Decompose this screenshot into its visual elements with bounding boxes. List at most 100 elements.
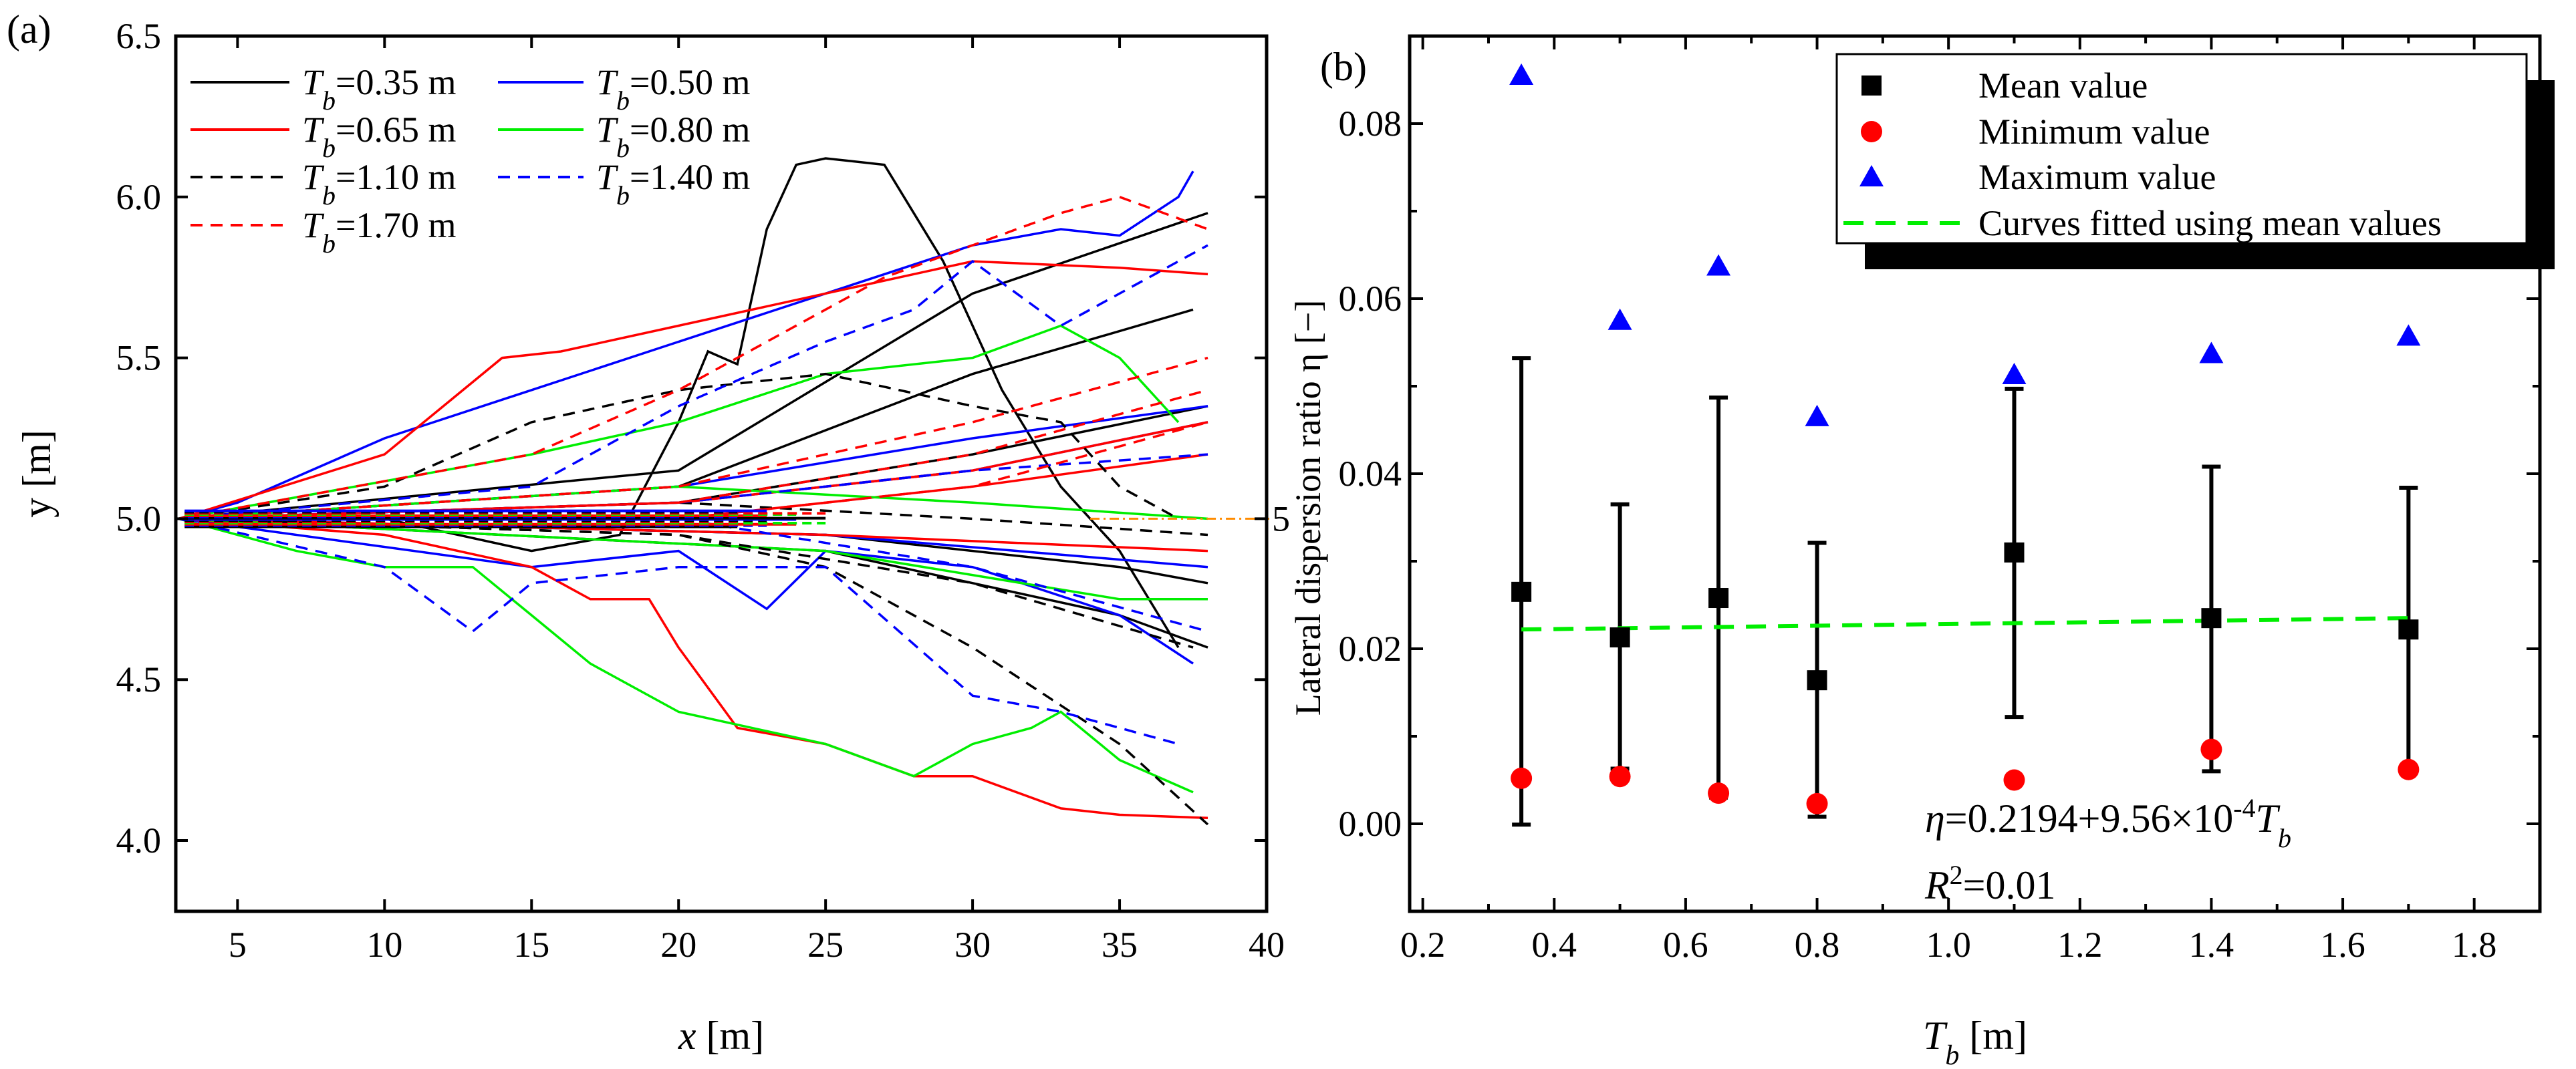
x-tick-label: 10 [366, 925, 402, 965]
legend-entry-1: Tb=0.50 m [596, 62, 751, 116]
r2-value: =0.01 [1963, 863, 2056, 907]
legend-entry-3: Tb=0.80 m [596, 110, 751, 163]
legend-max-symbol [1859, 165, 1884, 186]
y-tick-label: 4.0 [116, 820, 162, 861]
y-tick-label: 6.0 [116, 177, 162, 217]
legend-eq: = [336, 110, 356, 150]
panel-a-label: (a) [7, 7, 51, 51]
eq-var: T [2256, 796, 2281, 841]
trajectory-line-0-0 [178, 157, 1180, 649]
max-marker [1509, 63, 1534, 85]
eq-exp: -4 [2233, 793, 2255, 823]
legend-var: T [596, 157, 619, 197]
x-tick-label: 40 [1249, 925, 1285, 965]
max-marker [2002, 362, 2027, 384]
y-tick-label: 0.08 [1339, 104, 1402, 144]
x-tick-label: 5 [229, 925, 247, 965]
legend-sub: b [322, 228, 336, 259]
trajectory-line-5-1 [178, 244, 1208, 520]
legend-sub: b [322, 180, 336, 210]
legend-eq: = [630, 157, 650, 197]
panel-b-legend: Mean value Minimum value Maximum value Curv… [1835, 53, 2555, 269]
trajectory-line-3-0 [178, 517, 1194, 794]
legend-min-symbol [1861, 121, 1882, 142]
r2-var: R [1924, 863, 1950, 907]
legend-eq: = [336, 62, 356, 102]
legend-var: T [302, 110, 325, 150]
legend-name: 0.35 m [356, 62, 457, 102]
reference-label: 5 [1272, 498, 1290, 539]
legend-sub: b [322, 86, 336, 116]
trajectory-line-3-1 [178, 324, 1180, 520]
mean-marker [1807, 670, 1827, 691]
mean-marker [2398, 619, 2419, 640]
legend-var: T [302, 157, 325, 197]
x-tick-label: 25 [807, 925, 844, 965]
y-tick-label: 0.04 [1339, 454, 1402, 494]
legend-name: 0.50 m [650, 62, 751, 102]
max-marker [2396, 324, 2421, 346]
mean-marker [1708, 588, 1729, 609]
panel-a-plot-area [178, 157, 1269, 826]
trajectory-line-4-1 [178, 517, 1209, 826]
max-marker [2199, 341, 2224, 363]
trajectory-line-3-3 [178, 517, 1208, 601]
max-marker [1805, 404, 1829, 426]
trajectory-line-2-0 [178, 260, 1208, 520]
x-tick-label: 1.8 [2452, 925, 2497, 965]
legend-var: T [302, 205, 325, 245]
trajectory-line-0-1 [178, 212, 1208, 520]
legend-sub: b [616, 180, 630, 210]
x-tick-label: 1.6 [2320, 925, 2365, 965]
legend-entry-5: Tb=1.40 m [596, 157, 751, 210]
x-tick-label: 20 [660, 925, 696, 965]
min-marker [2200, 738, 2222, 760]
min-marker [1806, 792, 1828, 814]
legend-entry-0: Mean value [1978, 65, 2148, 106]
y-tick-label: 5.0 [116, 498, 162, 539]
mean-marker [1511, 581, 1532, 602]
legend-sub: b [322, 133, 336, 163]
max-marker [1607, 308, 1632, 330]
panel-b-ticks: 0.2 0.4 0.6 0.8 1.0 1.2 1.4 1.6 1.8 0.00 0.02 0.04 0… [1339, 35, 2540, 965]
min-marker [1609, 766, 1631, 788]
trajectory-line-5-0 [178, 517, 1179, 746]
panel-a-ticks: 5 5 10 15 20 25 30 35 40 4.0 4.5 5.0 5.5 6.0 6.5 [116, 16, 1291, 965]
legend-eq: = [630, 62, 650, 102]
panel-a-frame [174, 34, 1269, 913]
legend-var: T [302, 62, 325, 102]
panel-b-x-axis-label: Tb [m] [1923, 1014, 2027, 1069]
legend-sub: b [616, 86, 630, 116]
legend-entry-2: Tb=0.65 m [302, 110, 457, 163]
trajectory-line-1-3 [178, 517, 1194, 665]
legend-entry-0: Tb=0.35 m [302, 62, 457, 116]
x-axis-var: T [1923, 1014, 1948, 1058]
x-tick-label: 1.2 [2057, 925, 2103, 965]
legend-entry-4: Tb=1.10 m [302, 157, 457, 210]
y-tick-label: 0.00 [1339, 804, 1402, 844]
x-tick-label: 15 [513, 925, 549, 965]
trajectory-line-0-5 [178, 517, 1208, 649]
y-tick-label: 6.5 [116, 16, 162, 56]
legend-name: 0.65 m [356, 110, 457, 150]
min-marker [2398, 758, 2420, 780]
x-tick-label: 35 [1102, 925, 1138, 965]
legend-var: T [596, 62, 619, 102]
trajectory-line-6-0 [178, 195, 1208, 520]
panel-a-legend: Tb=0.35 m Tb=0.50 mTb=0.65 m Tb=0.80 mTb=1… [190, 62, 751, 259]
legend-name: 1.70 m [356, 205, 457, 245]
eq-body: =0.2194+9.56×10 [1945, 796, 2234, 841]
min-marker [2003, 769, 2025, 791]
y-tick-label: 5.5 [116, 338, 162, 378]
x-tick-label: 0.6 [1663, 925, 1708, 965]
max-marker [1706, 254, 1731, 276]
x-tick-label: 0.2 [1400, 925, 1446, 965]
eq-eta: η [1925, 796, 1945, 841]
legend-name: 0.80 m [650, 110, 751, 150]
trajectory-line-0-4 [178, 517, 1208, 585]
fit-line [1521, 616, 2409, 632]
x-axis-unit: [m] [696, 1014, 765, 1058]
x-tick-label: 1.0 [1926, 925, 1971, 965]
legend-entry-2: Maximum value [1978, 157, 2216, 197]
